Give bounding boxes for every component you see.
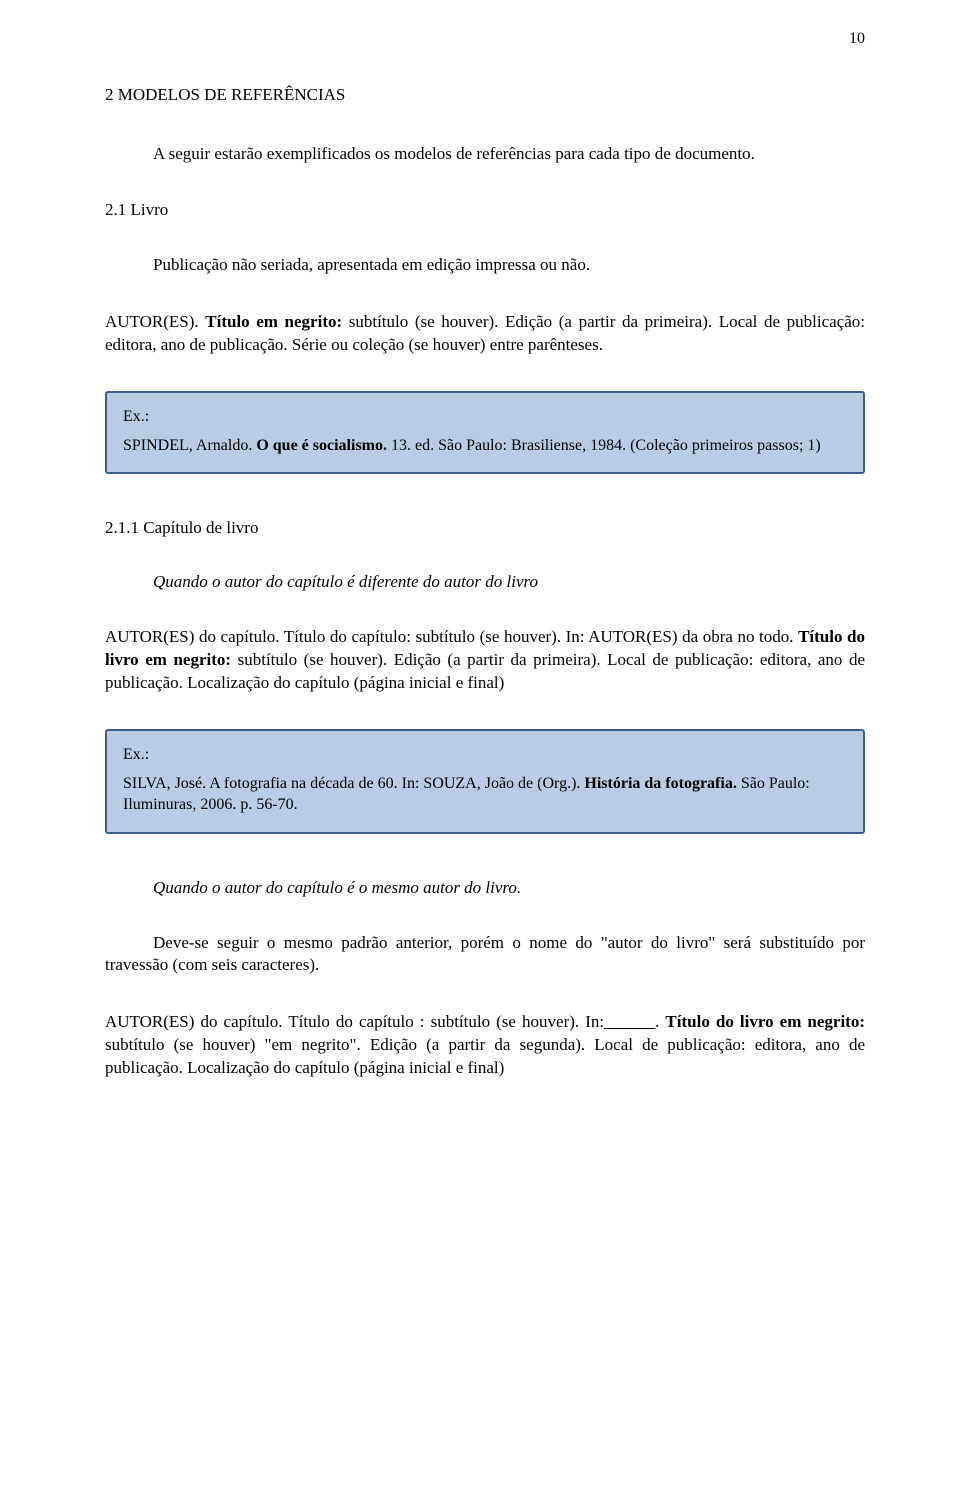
example-text: SPINDEL, Arnaldo. O que é socialismo. 13… [123, 436, 847, 457]
same-author-paragraph: Deve-se seguir o mesmo padrão anterior, … [105, 932, 865, 978]
page-number: 10 [849, 30, 865, 48]
text-segment: 13. ed. São Paulo: Brasiliense, 1984. (C… [387, 437, 821, 454]
example-box-capitulo: Ex.: SILVA, José. A fotografia na década… [105, 729, 865, 833]
example-label: Ex.: [123, 407, 847, 428]
example-box-livro: Ex.: SPINDEL, Arnaldo. O que é socialism… [105, 391, 865, 475]
text-bold: Título em negrito: [205, 312, 342, 331]
text-segment: AUTOR(ES). [105, 312, 205, 331]
text-bold: Título do livro em negrito: [665, 1012, 865, 1031]
capitulo-note: Quando o autor do capítulo é diferente d… [105, 572, 865, 592]
text-bold: História da fotografia. [584, 775, 736, 792]
text-segment: SPINDEL, Arnaldo. [123, 437, 256, 454]
example-text: SILVA, José. A fotografia na década de 6… [123, 774, 847, 816]
subheading-livro: 2.1 Livro [105, 200, 865, 220]
text-segment: AUTOR(ES) do capítulo. Título do capítul… [105, 1012, 604, 1031]
blank-underline: ______ [604, 1012, 655, 1031]
livro-format: AUTOR(ES). Título em negrito: subtítulo … [105, 311, 865, 357]
example-label: Ex.: [123, 745, 847, 766]
livro-description: Publicação não seriada, apresentada em e… [105, 254, 865, 277]
text-segment: AUTOR(ES) do capítulo. Título do capítul… [105, 627, 798, 646]
text-segment: . [655, 1012, 665, 1031]
text-segment: subtítulo (se houver) "em negrito". Ediç… [105, 1035, 865, 1077]
intro-paragraph: A seguir estarão exemplificados os model… [105, 143, 865, 166]
same-author-note: Quando o autor do capítulo é o mesmo aut… [105, 878, 865, 898]
page: 10 2 MODELOS DE REFERÊNCIAS A seguir est… [0, 0, 960, 1495]
text-bold: O que é socialismo. [256, 437, 387, 454]
capitulo-format: AUTOR(ES) do capítulo. Título do capítul… [105, 626, 865, 695]
section-heading: 2 MODELOS DE REFERÊNCIAS [105, 85, 865, 105]
text-segment: SILVA, José. A fotografia na década de 6… [123, 775, 584, 792]
subheading-capitulo: 2.1.1 Capítulo de livro [105, 518, 865, 538]
same-author-format: AUTOR(ES) do capítulo. Título do capítul… [105, 1011, 865, 1080]
